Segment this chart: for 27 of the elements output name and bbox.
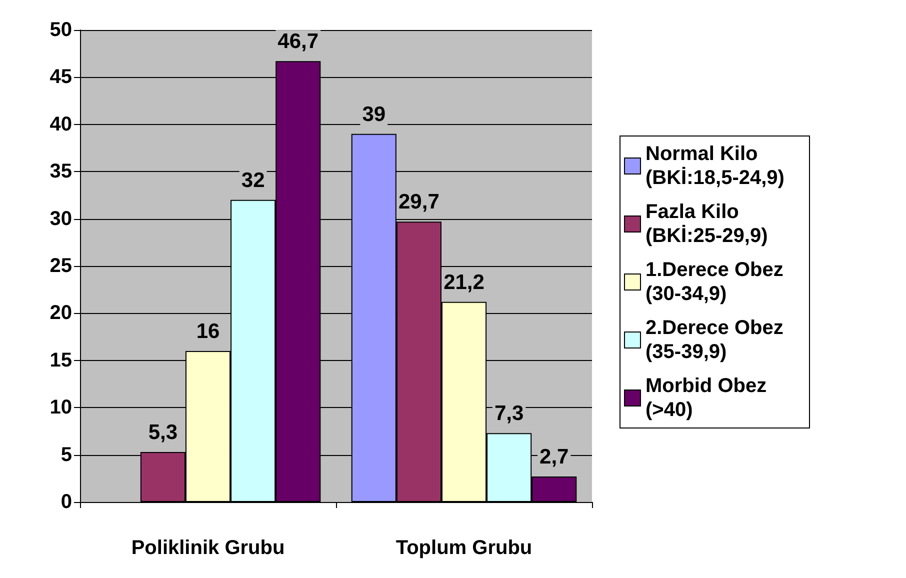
legend-label: 1.Derece Obez (30-34,9) [646, 259, 789, 305]
y-tick-label: 25 [50, 255, 72, 277]
data-label: 7,3 [494, 402, 524, 426]
data-label: 21,2 [444, 270, 484, 294]
x-tick-label: Poliklinik Grubu [131, 537, 285, 559]
data-label: 2,7 [540, 446, 569, 469]
data-label: 39 [362, 102, 386, 126]
data-label: 16 [196, 320, 220, 343]
y-tick-label: 35 [50, 160, 72, 183]
data-label: 46,7 [278, 30, 319, 54]
legend-label: Morbid Obez (>40) [646, 375, 772, 421]
y-tick-label: 30 [50, 208, 72, 230]
y-tick-label: 10 [50, 396, 72, 419]
legend-label: Normal Kilo (BKİ:18,5-24,9) [646, 143, 784, 189]
legend-label: Fazla Kilo (BKİ:25-29,9) [646, 201, 768, 247]
y-tick-label: 5 [60, 444, 72, 466]
y-tick-label: 40 [50, 113, 72, 136]
x-tick-label: Toplum Grubu [396, 537, 532, 559]
y-tick-label: 45 [50, 66, 72, 88]
y-tick-label: 20 [50, 302, 72, 324]
data-label: 5,3 [148, 420, 178, 444]
y-tick-label: 50 [50, 19, 72, 41]
legend-label: 2.Derece Obez (35-39,9) [646, 317, 789, 363]
y-tick-label: 0 [60, 491, 72, 513]
y-tick-label: 15 [50, 349, 72, 372]
data-label: 32 [241, 168, 265, 192]
data-label: 29,7 [398, 190, 440, 214]
